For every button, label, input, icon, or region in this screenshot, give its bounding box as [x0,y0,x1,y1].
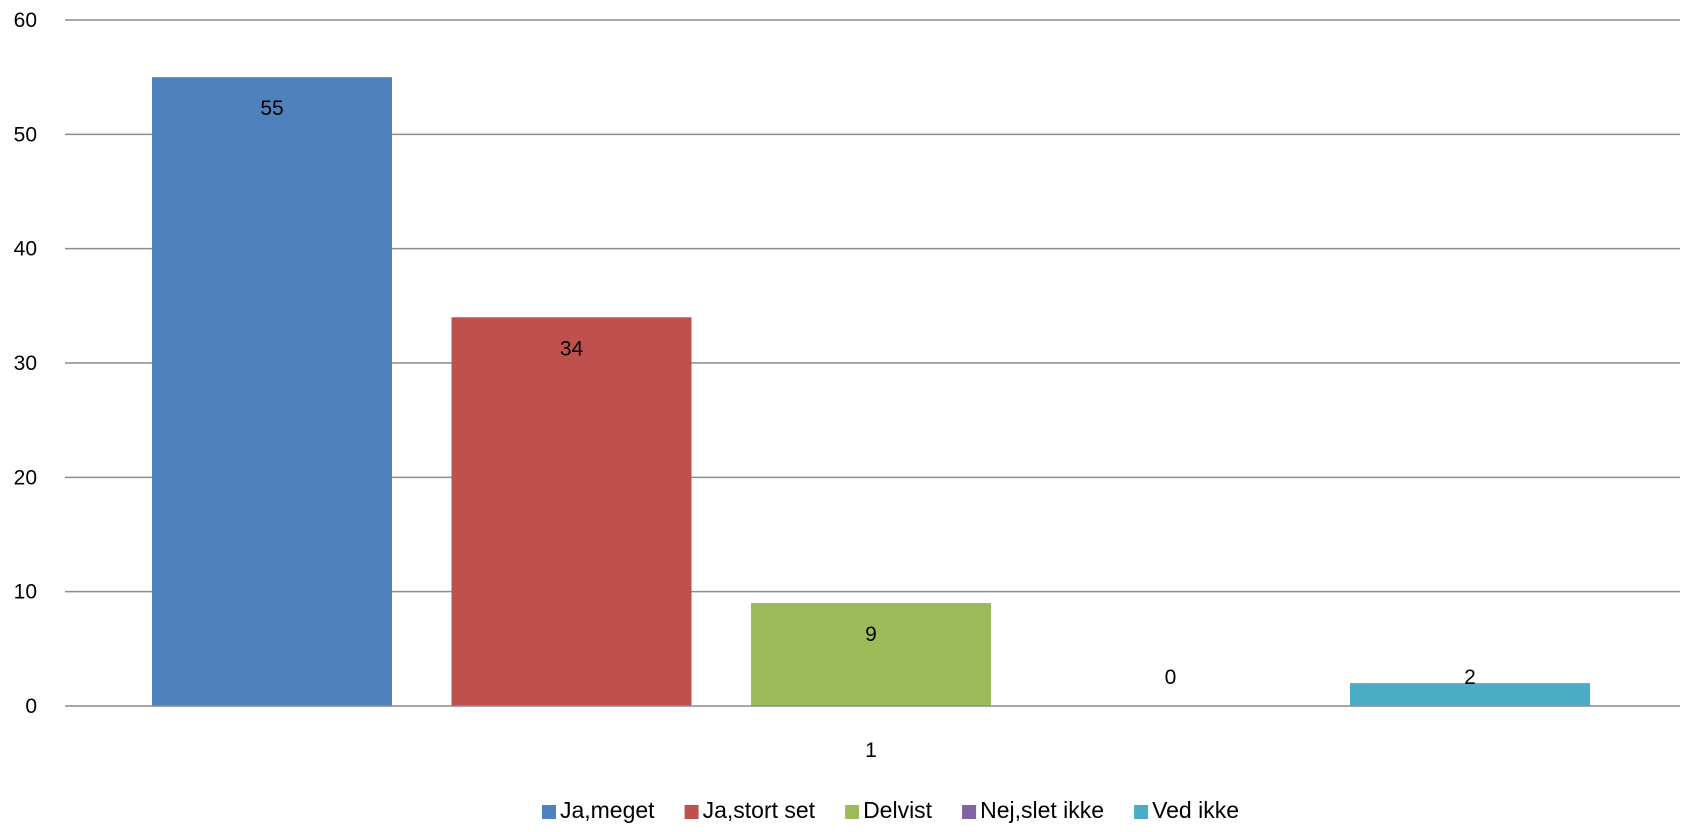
legend-swatch [845,805,860,819]
legend-label: Ja,stort set [703,797,816,823]
data-label: 34 [560,337,584,360]
y-tick-label: 30 [14,352,37,375]
bar-delvist [751,603,991,706]
legend-item: Ved ikke [1134,797,1239,823]
y-tick-label: 20 [14,466,37,489]
legend-swatch [684,805,699,819]
legend-swatch [541,805,556,819]
bar-ja-meget [152,77,392,706]
legend-item: Delvist [845,797,933,823]
data-label: 0 [1165,666,1177,689]
bar-ved-ikke [1350,683,1590,706]
x-category-label: 1 [865,739,877,762]
y-tick-label: 10 [14,581,37,604]
data-label: 2 [1464,666,1476,689]
legend-item: Ja,stort set [684,797,816,823]
bars [152,77,1590,706]
y-tick-label: 60 [14,9,37,32]
y-tick-label: 40 [14,238,37,261]
legend-label: Ved ikke [1152,797,1239,823]
data-label: 9 [865,623,877,646]
legend-swatch [962,805,977,819]
legend-label: Delvist [863,797,933,823]
legend-label: Nej,slet ikke [980,797,1104,823]
y-tick-label: 50 [14,123,37,146]
legend: Ja,meget Ja,stort set Delvist Nej,slet ikke… [541,797,1239,823]
legend-item: Ja,meget [541,797,655,823]
legend-item: Nej,slet ikke [962,797,1104,823]
legend-label: Ja,meget [560,797,655,823]
y-axis-ticks: 0 10 20 30 40 50 60 [14,9,37,718]
bar-ja-stort-set [451,317,692,706]
legend-swatch [1134,805,1149,819]
y-tick-label: 0 [25,695,37,718]
data-label: 55 [260,97,283,120]
data-labels: 55 34 9 0 2 [260,97,1476,689]
